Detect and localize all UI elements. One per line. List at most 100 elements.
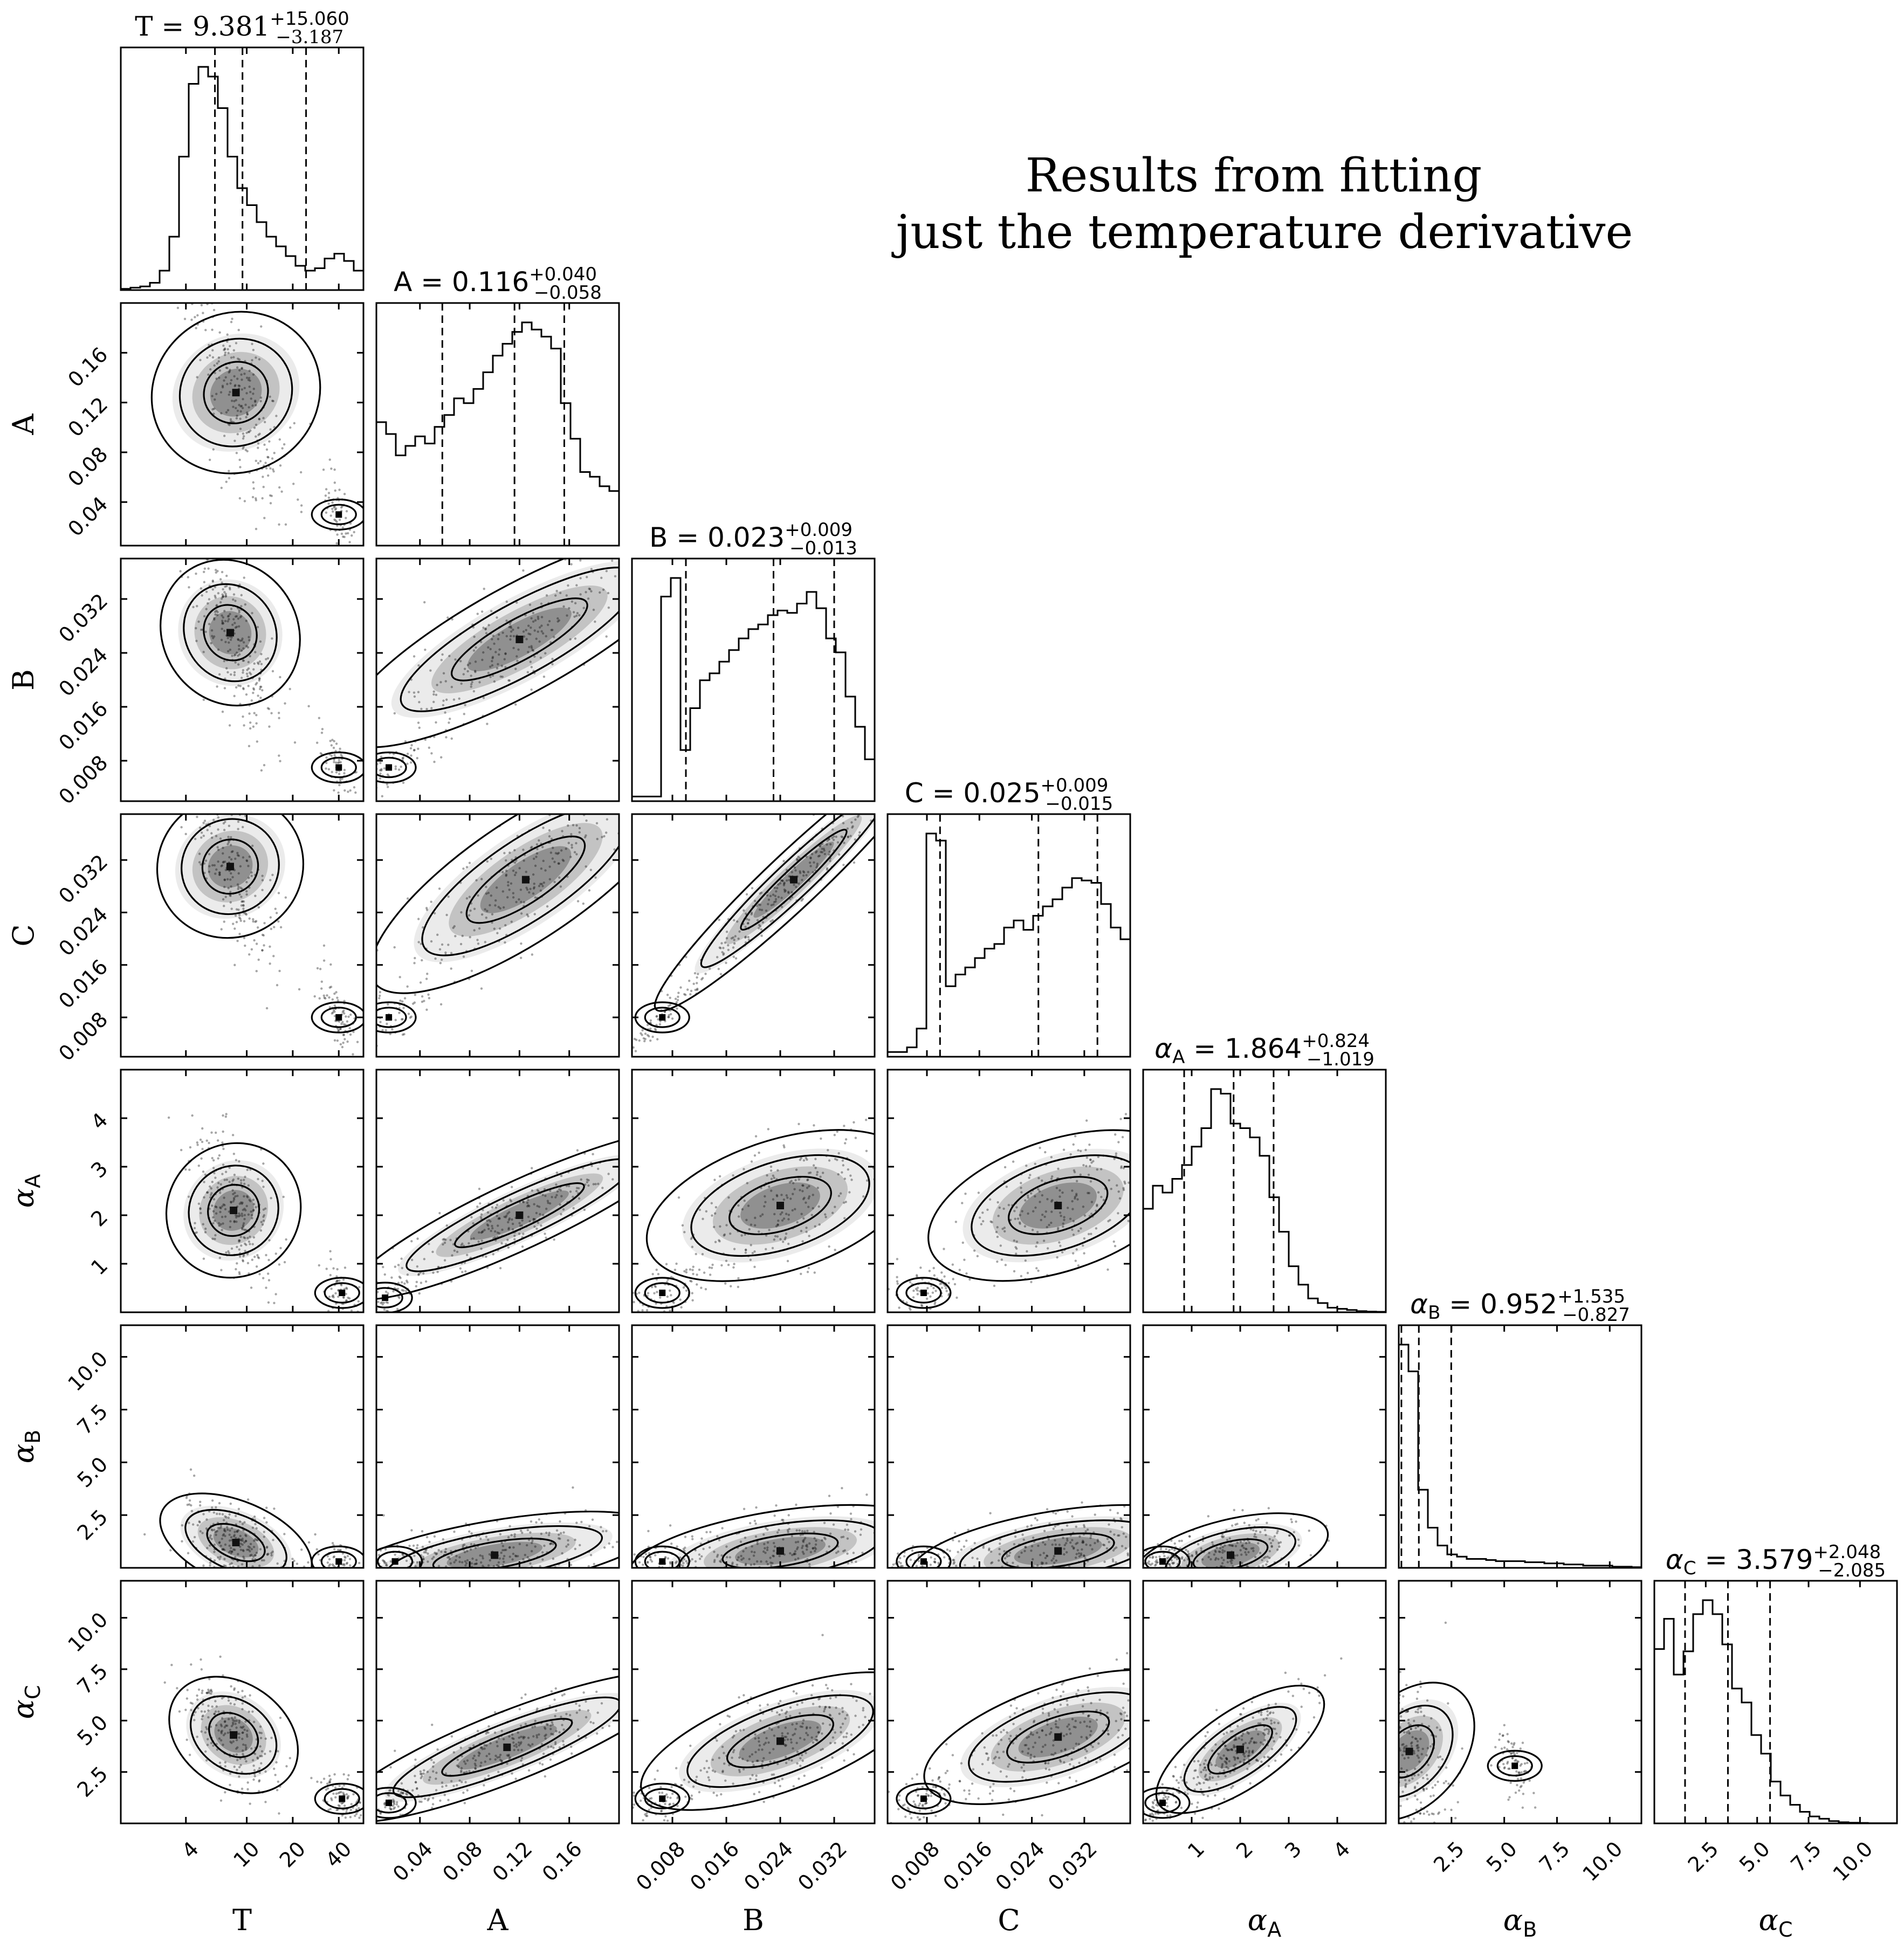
pair-content-T-A: [150, 303, 363, 546]
x-tick-label-B-2: 0.024: [739, 1837, 798, 1895]
x-tick-label-C-0: 0.008: [886, 1837, 944, 1895]
pair-frame-B-aA: [631, 1069, 876, 1313]
pair-frame-C-aC: [886, 1580, 1131, 1824]
contour-1: [700, 814, 875, 968]
y-tick-label-aA-3: 4: [86, 1108, 112, 1134]
pair-frame-T-aA: [120, 1069, 365, 1313]
contour-2: [1006, 1710, 1110, 1764]
tail-contour-0: [896, 1277, 952, 1309]
pair-content-aB-aC: [1399, 1621, 1543, 1823]
contour-2: [465, 835, 586, 924]
pair-panel-A-aB: [375, 1324, 620, 1569]
tail-contour-1: [376, 756, 407, 779]
pair-frame-T-C: [120, 813, 365, 1058]
pair-content-C-aC: [888, 1652, 1130, 1823]
tail-peak: [335, 1014, 342, 1021]
pair-panel-T-aB: 2.5 5.0 7.510.0: [63, 1324, 365, 1569]
tail-peak: [382, 1294, 389, 1301]
hist-panel-A: A = 0.116+0.040 −0.058: [375, 264, 620, 547]
pair-frame-B-aC: [631, 1580, 876, 1824]
peak-marker: [232, 389, 240, 397]
hist-aA: [1142, 1088, 1386, 1313]
pair-content-A-B: [376, 559, 619, 798]
pair-content-A-aB: [376, 1486, 619, 1568]
peak-marker: [776, 1202, 784, 1209]
contour-0: [910, 1504, 1130, 1568]
figure-title-line-2: just the temperature derivative: [891, 205, 1633, 259]
hist-title-aB: αB = 0.952+1.535 −0.827: [1410, 1286, 1630, 1326]
contour-1: [392, 1696, 619, 1799]
contour-2: [203, 361, 269, 424]
hist-title-C: C = 0.025+0.009 −0.015: [905, 775, 1113, 815]
pair-content-T-aC: [163, 1655, 363, 1823]
x-tick-label-B-1: 0.016: [685, 1837, 744, 1895]
tail-contour-1: [644, 1282, 681, 1304]
x-axis-label-aC: αC: [1758, 1903, 1792, 1941]
peak-marker: [1227, 1551, 1234, 1559]
contour-0: [376, 1130, 619, 1300]
peak-marker: [230, 1207, 238, 1214]
x-tick-label-aB-3: 10.0: [1578, 1837, 1627, 1886]
contour-1: [184, 1509, 287, 1568]
hist-title-aC: αC = 3.579+2.048 −2.085: [1666, 1541, 1886, 1581]
tail-peak: [659, 1290, 666, 1296]
peak-marker: [1054, 1733, 1062, 1741]
x-tick-label-aB-1: 5.0: [1482, 1837, 1522, 1877]
peak-marker: [226, 863, 234, 871]
hist-frame-aB: [1398, 1324, 1642, 1569]
tail-peak: [659, 1014, 666, 1021]
x-tick-label-A-2: 0.12: [488, 1837, 537, 1886]
contour-0: [640, 1671, 875, 1811]
hist-panel-aB: αB = 0.952+1.535 −0.827: [1398, 1286, 1642, 1569]
pair-content-B-aA: [632, 1118, 875, 1312]
pair-panel-aB-aC: 2.5 5.0 7.5 10.0: [1398, 1580, 1642, 1886]
pair-frame-B-C: [631, 813, 876, 1058]
tail-contour-0: [376, 1787, 417, 1819]
x-tick-label-aA-1: 2: [1232, 1837, 1257, 1863]
x-axis-label-aB: αB: [1503, 1903, 1537, 1941]
tail-contour-0: [376, 1282, 413, 1312]
tail-contour-0: [376, 1545, 423, 1568]
pair-frame-B-aB: [631, 1324, 876, 1569]
x-tick-label-aC-3: 10.0: [1829, 1837, 1878, 1886]
contour-2: [208, 1712, 259, 1758]
contour-0: [632, 1504, 875, 1568]
hist-panel-T: T = 9.381+15.060 −3.187: [120, 8, 365, 291]
y-tick-label-aB-1: 5.0: [73, 1452, 113, 1492]
pair-content-aA-aC: [1143, 1657, 1343, 1823]
peak-marker: [226, 629, 234, 637]
contour-0: [376, 559, 619, 748]
contour-0: [150, 311, 321, 474]
x-tick-label-aB-2: 7.5: [1535, 1837, 1575, 1877]
corner-panels: T = 9.381+15.060 −3.187 A = 0.116+0.040 −0.…: [6, 8, 1898, 1941]
contour-2: [1192, 1538, 1269, 1568]
peak-marker: [776, 1737, 784, 1745]
y-axis-label-aA: αA: [6, 1174, 45, 1208]
hist-panel-aA: αA = 1.864+0.824 −1.019: [1142, 1030, 1387, 1313]
pair-frame-aB-aC: [1398, 1580, 1642, 1824]
pair-content-T-aB: [143, 1468, 363, 1568]
tail-contour-1: [1496, 1755, 1533, 1776]
contour-1: [959, 1519, 1130, 1568]
pair-frame-A-aC: [375, 1580, 620, 1824]
contour-2: [728, 1175, 832, 1236]
contour-1: [968, 1691, 1130, 1783]
y-tick-label-C-1: 0.016: [54, 955, 112, 1013]
peak-marker: [1236, 1745, 1244, 1753]
x-tick-label-aA-0: 1: [1183, 1837, 1209, 1863]
pair-frame-T-aC: [120, 1580, 365, 1824]
contour-1: [421, 814, 619, 956]
x-tick-label-aC-2: 7.5: [1786, 1837, 1826, 1877]
pair-panel-B-aA: [631, 1069, 876, 1313]
contour-0: [168, 1676, 299, 1794]
pair-content-B-C: [632, 814, 875, 1052]
peak-marker: [515, 636, 524, 643]
hist-aB: [1398, 1344, 1641, 1568]
y-tick-label-aB-3: 10.0: [63, 1347, 112, 1396]
contour-0: [156, 814, 305, 939]
peak-marker: [515, 1211, 524, 1219]
y-tick-label-aA-1: 2: [86, 1205, 112, 1231]
tail-contour-0: [634, 1277, 690, 1309]
